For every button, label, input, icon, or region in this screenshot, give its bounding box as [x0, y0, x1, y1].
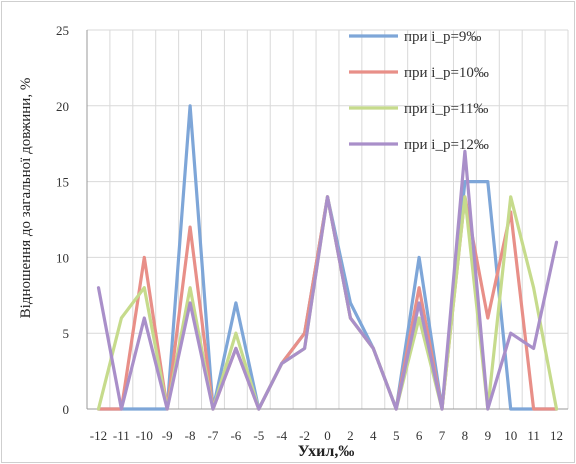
x-tick-label: 9 [485, 428, 492, 443]
x-tick-label: 12 [550, 428, 563, 443]
x-tick-label: 11 [527, 428, 540, 443]
series-lines [96, 104, 559, 411]
x-tick-label: 7 [439, 428, 446, 443]
y-tick-label: 15 [56, 175, 69, 190]
x-tick-label: 5 [393, 428, 400, 443]
x-tick-label: -8 [185, 428, 196, 443]
x-tick-label: -11 [113, 428, 130, 443]
x-tick-label: -5 [253, 428, 264, 443]
series-line-3 [96, 195, 559, 411]
x-axis-title: Ухил,‰ [298, 443, 355, 460]
x-tick-label: -9 [162, 428, 173, 443]
x-tick-label: 10 [504, 428, 517, 443]
x-tick-label: 2 [347, 428, 354, 443]
legend-label-4: при i_p=12‰ [404, 137, 489, 153]
x-tick-label: 8 [462, 428, 469, 443]
x-tick-label: -7 [208, 428, 219, 443]
legend-label-2: при i_p=10‰ [404, 65, 489, 81]
legend-label-1: при i_p=9‰ [404, 29, 481, 45]
legend: при i_p=9‰ при i_p=10‰ при i_p=11‰ при i_p=… [349, 29, 489, 153]
y-tick-label: 5 [63, 326, 70, 341]
x-tick-labels: -12 -11 -10 -9 -8 -7 -6 -5 -4 -2 0 2 4 5 6 7 8 9 10 11 12 [90, 428, 563, 443]
x-tick-label: -4 [276, 428, 287, 443]
x-tick-label: -12 [90, 428, 107, 443]
y-axis-title: Відношення до загальної довжини, % [18, 78, 34, 319]
x-tick-label: -6 [230, 428, 241, 443]
series-line-2 [96, 195, 559, 411]
y-tick-labels: 0 5 10 15 20 25 [56, 23, 69, 417]
x-tick-label: 6 [416, 428, 423, 443]
x-tick-label: -2 [299, 428, 310, 443]
legend-label-3: при i_p=11‰ [404, 101, 488, 117]
y-tick-label: 20 [56, 99, 69, 114]
y-tick-label: 0 [63, 402, 70, 417]
x-tick-label: 0 [324, 428, 331, 443]
y-tick-label: 25 [56, 23, 69, 38]
x-tick-label: -10 [136, 428, 153, 443]
series-line-4 [96, 149, 559, 411]
x-tick-label: 4 [370, 428, 377, 443]
y-tick-label: 10 [56, 250, 69, 265]
